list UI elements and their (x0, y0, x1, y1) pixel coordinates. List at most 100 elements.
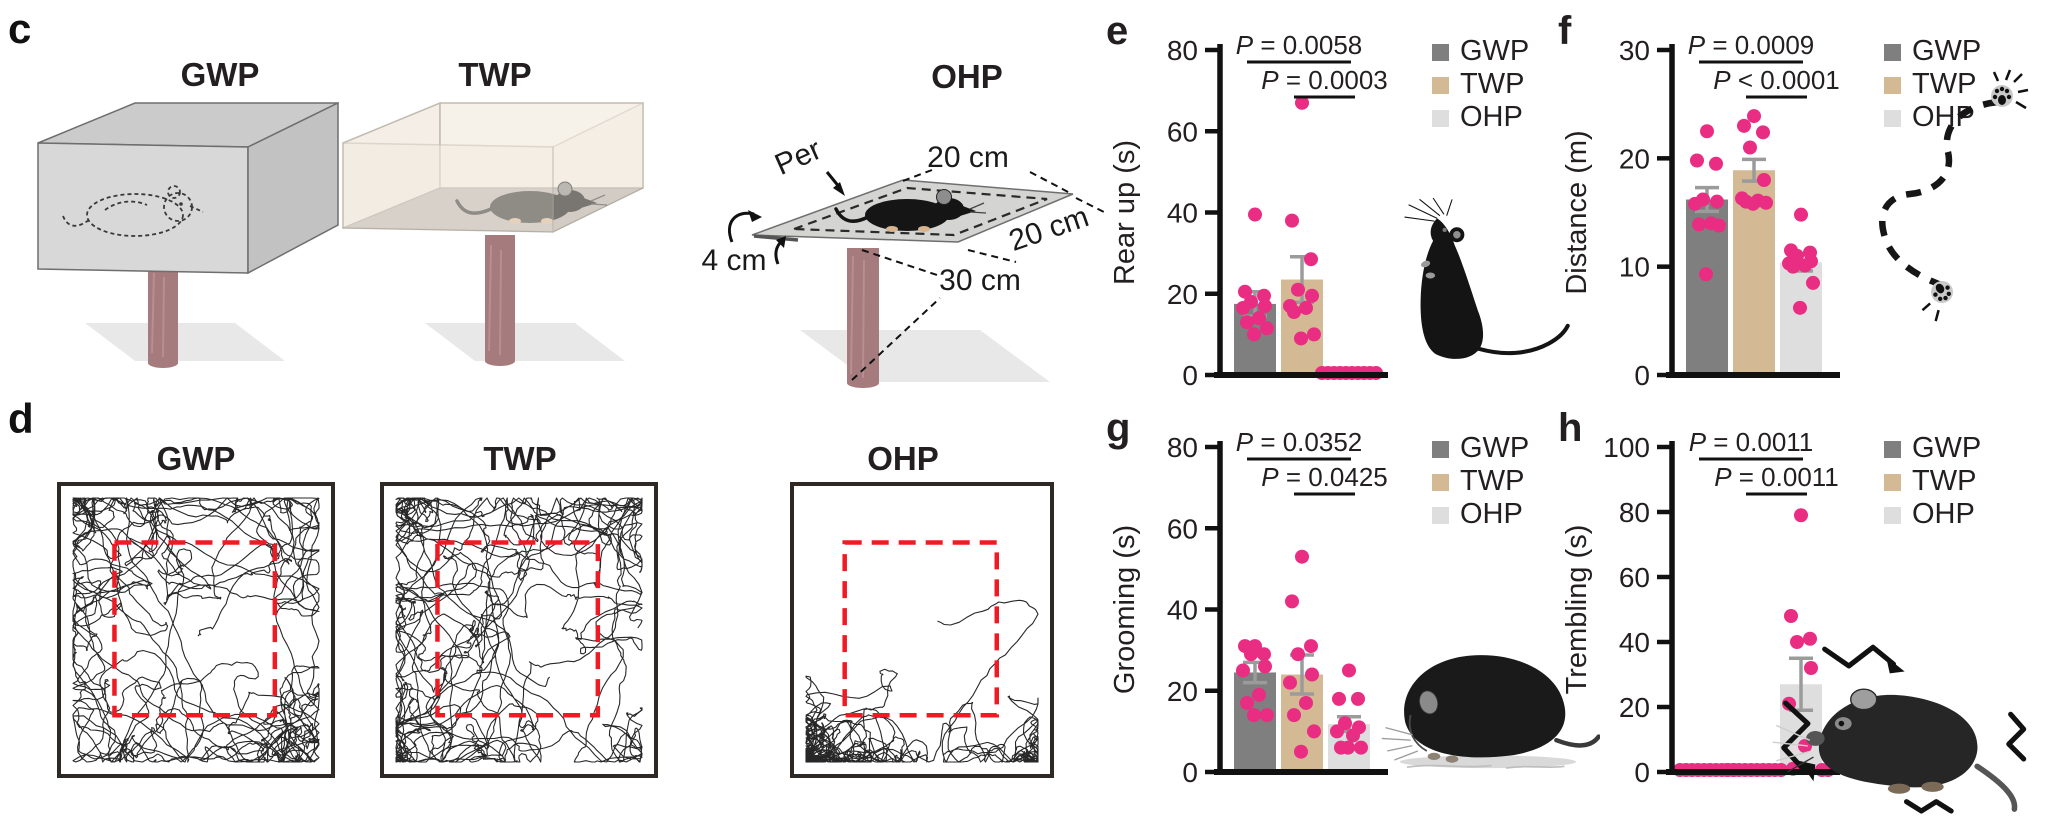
legend-item-ohp: OHP (1884, 101, 1975, 133)
legend-swatch-twp (1884, 474, 1901, 491)
y-tick-label: 0 (1182, 360, 1198, 391)
trajectory-path (805, 599, 1039, 763)
legend-item-ohp: OHP (1432, 101, 1523, 133)
legend-item-ohp: OHP (1432, 498, 1523, 530)
legend-item-gwp: GWP (1884, 35, 1981, 67)
panel-label-e: e (1106, 9, 1128, 53)
legend-swatch-gwp (1884, 441, 1901, 458)
y-tick-label: 0 (1182, 757, 1198, 788)
legend-swatch-twp (1884, 77, 1901, 94)
legend-item-gwp: GWP (1884, 432, 1981, 464)
y-tick-label: 20 (1619, 143, 1650, 174)
y-tick-label: 100 (1603, 432, 1650, 463)
apparatus-title-ohp: OHP (931, 58, 1003, 95)
hidden-mouse-sketch (62, 185, 204, 237)
per-arrow (833, 182, 845, 196)
per-zone-label: Per (770, 133, 826, 182)
legend-swatch-ohp (1884, 110, 1901, 127)
panel-label-f: f (1558, 9, 1572, 53)
legend-item-ohp: OHP (1884, 498, 1975, 530)
dim-edge-label: 4 cm (701, 244, 766, 277)
legend-item-twp: TWP (1884, 68, 1976, 100)
trajectory-path (395, 497, 643, 763)
legend-label: OHP (1912, 101, 1975, 133)
y-tick-label: 80 (1167, 35, 1198, 66)
platform-pole (847, 248, 879, 388)
chart-panel-h: h 0 20 40 60 80 100 Trembling (s) P = 0.0011 P = … (1558, 406, 2052, 817)
data-points-ohp (1782, 207, 1820, 315)
center-zone-outline (112, 540, 278, 718)
platform-pole (148, 265, 178, 368)
sig-label: P = 0.0011 (1689, 427, 1814, 457)
platform-pole (485, 235, 515, 366)
center-zone-outline (435, 540, 601, 718)
y-tick-label: 80 (1619, 497, 1650, 528)
front-wall-transparent (342, 142, 554, 233)
panel-label-d: d (8, 395, 34, 442)
legend-label: GWP (1460, 35, 1529, 67)
data-points-twp (1735, 109, 1773, 211)
data-points-gwp (1236, 639, 1274, 723)
sig-label: P = 0.0003 (1261, 65, 1388, 95)
y-axis-title: Grooming (s) (1109, 525, 1141, 694)
legend-label: GWP (1912, 432, 1981, 464)
y-axis-title: Distance (m) (1561, 130, 1593, 294)
legend-swatch-gwp (1432, 441, 1449, 458)
bar-gwp (1234, 672, 1276, 772)
legend-label: TWP (1460, 68, 1524, 100)
legend-label: TWP (1912, 465, 1976, 497)
y-tick-label: 60 (1167, 116, 1198, 147)
center-zone-outline (842, 540, 1000, 718)
legend-item-twp: TWP (1432, 465, 1524, 497)
y-axis-title: Trembling (s) (1561, 525, 1593, 695)
y-tick-label: 60 (1167, 513, 1198, 544)
trajectory-title-ohp: OHP (867, 440, 939, 477)
panel-label-g: g (1106, 406, 1130, 450)
rearing-mouse-illustration (1405, 198, 1568, 359)
panel-label-h: h (1558, 406, 1582, 450)
box-right-wall (247, 101, 339, 275)
legend-swatch-ohp (1432, 110, 1449, 127)
legend-label: GWP (1912, 35, 1981, 67)
dim-pole-label: 30 cm (939, 264, 1021, 297)
legend-swatch-ohp (1432, 507, 1449, 524)
legend-item-gwp: GWP (1432, 35, 1529, 67)
data-points-gwp (1236, 207, 1274, 342)
apparatus-twp-illustration (342, 101, 644, 366)
legend-label: OHP (1460, 498, 1523, 530)
ground-shadow (85, 323, 285, 361)
data-points-twp (1283, 95, 1321, 346)
apparatus-ohp-illustration: Per 20 cm 20 cm 4 cm 30 cm (701, 133, 1105, 388)
y-tick-label: 40 (1167, 595, 1198, 626)
legend-swatch-twp (1432, 474, 1449, 491)
sig-label: P = 0.0352 (1236, 427, 1363, 457)
legend-label: TWP (1460, 465, 1524, 497)
trajectory-plot-gwp (57, 482, 335, 778)
platform-edge (753, 234, 799, 242)
trajectory-title-gwp: GWP (156, 440, 236, 477)
legend-label: GWP (1460, 432, 1529, 464)
chart-panel-f: f 0 10 20 30 Distance (m) P = 0.0009 P < 0.0001… (1558, 9, 2052, 391)
y-tick-label: 10 (1619, 252, 1650, 283)
y-tick-label: 20 (1167, 676, 1198, 707)
legend-swatch-gwp (1432, 44, 1449, 61)
y-tick-label: 80 (1167, 432, 1198, 463)
legend-swatch-ohp (1884, 507, 1901, 524)
legend-label: TWP (1912, 68, 1976, 100)
y-tick-label: 20 (1619, 692, 1650, 723)
legend-label: OHP (1460, 101, 1523, 133)
box-front-wall (37, 142, 249, 274)
sig-label: P = 0.0425 (1261, 462, 1388, 492)
y-tick-label: 30 (1619, 35, 1650, 66)
y-tick-label: 20 (1167, 279, 1198, 310)
trajectory-title-twp: TWP (483, 440, 557, 477)
legend-item-twp: TWP (1884, 465, 1976, 497)
trajectory-path (72, 497, 320, 763)
data-points-twp (1283, 549, 1321, 759)
trajectory-plot-twp (380, 482, 658, 778)
sig-label: P = 0.0058 (1236, 30, 1363, 60)
y-tick-label: 60 (1619, 562, 1650, 593)
sig-label: P < 0.0001 (1713, 65, 1840, 95)
legend-swatch-gwp (1884, 44, 1901, 61)
